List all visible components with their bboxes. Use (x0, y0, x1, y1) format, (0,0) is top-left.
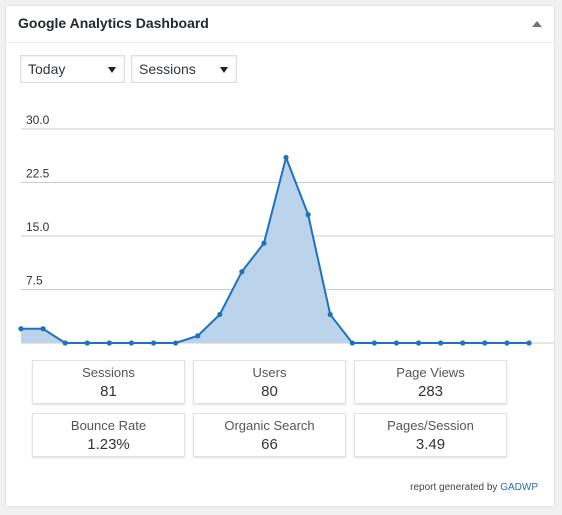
metric-value: Sessions (139, 61, 196, 77)
stat-label: Page Views (396, 365, 465, 380)
stat-label: Pages/Session (387, 418, 474, 433)
data-point (128, 340, 135, 346)
data-point (415, 340, 422, 346)
data-point (393, 340, 400, 346)
data-point (239, 269, 245, 275)
stat-label: Organic Search (224, 418, 315, 433)
stat-value: 66 (261, 436, 278, 453)
stat-page-views: Page Views 283 (354, 360, 507, 404)
data-point (261, 240, 267, 246)
data-point (438, 340, 444, 346)
series-area (21, 157, 529, 343)
stat-users: Users 80 (193, 360, 346, 404)
data-point (371, 340, 377, 346)
stat-value: 81 (100, 383, 117, 400)
data-point (504, 340, 510, 346)
data-point (349, 340, 355, 346)
footer-text: report generated by (410, 482, 498, 493)
y-tick-label: 22.5 (26, 167, 50, 181)
collapse-arrow-icon[interactable] (530, 17, 544, 31)
stat-value: 1.23% (87, 436, 130, 453)
data-point (195, 333, 201, 339)
chevron-down-icon (108, 67, 116, 73)
data-point (482, 340, 488, 346)
data-point (327, 311, 333, 318)
y-tick-label: 15.0 (26, 220, 50, 234)
chevron-down-icon (220, 67, 228, 73)
stat-bounce-rate: Bounce Rate 1.23% (32, 413, 185, 457)
y-tick-label: 30.0 (26, 113, 50, 127)
y-tick-label: 7.5 (26, 274, 43, 288)
stat-pages-per-session: Pages/Session 3.49 (354, 413, 507, 457)
data-point (283, 154, 289, 161)
metric-select[interactable]: Sessions (131, 55, 237, 83)
stat-label: Users (252, 365, 287, 380)
stat-label: Sessions (82, 365, 135, 380)
data-point (18, 326, 24, 332)
data-point (84, 340, 90, 346)
data-point (40, 326, 46, 332)
data-point (62, 340, 68, 346)
stat-value: 3.49 (415, 436, 446, 453)
data-point (150, 340, 157, 346)
data-point (460, 340, 466, 346)
series-line (21, 154, 529, 344)
sessions-area-chart: 30.0 22.5 15.0 7.5 (18, 113, 554, 346)
date-range-select[interactable]: Today (20, 55, 125, 83)
stat-value: 283 (417, 383, 444, 400)
data-point (173, 340, 179, 346)
data-point (526, 340, 532, 346)
date-range-value: Today (28, 61, 66, 77)
widget-title: Google Analytics Dashboard (18, 15, 209, 31)
analytics-widget: Google Analytics Dashboard Today Session… (5, 5, 555, 507)
stat-value: 80 (261, 383, 278, 400)
stat-sessions: Sessions 81 (32, 360, 185, 404)
report-footer: report generated by GADWP (410, 482, 538, 493)
stat-label: Bounce Rate (70, 418, 147, 433)
data-point (217, 311, 223, 318)
data-point (305, 212, 311, 218)
data-point (106, 340, 112, 346)
widget-header: Google Analytics Dashboard (6, 6, 554, 43)
stat-organic-search: Organic Search 66 (193, 413, 346, 457)
gadwp-link[interactable]: GADWP (500, 482, 538, 493)
